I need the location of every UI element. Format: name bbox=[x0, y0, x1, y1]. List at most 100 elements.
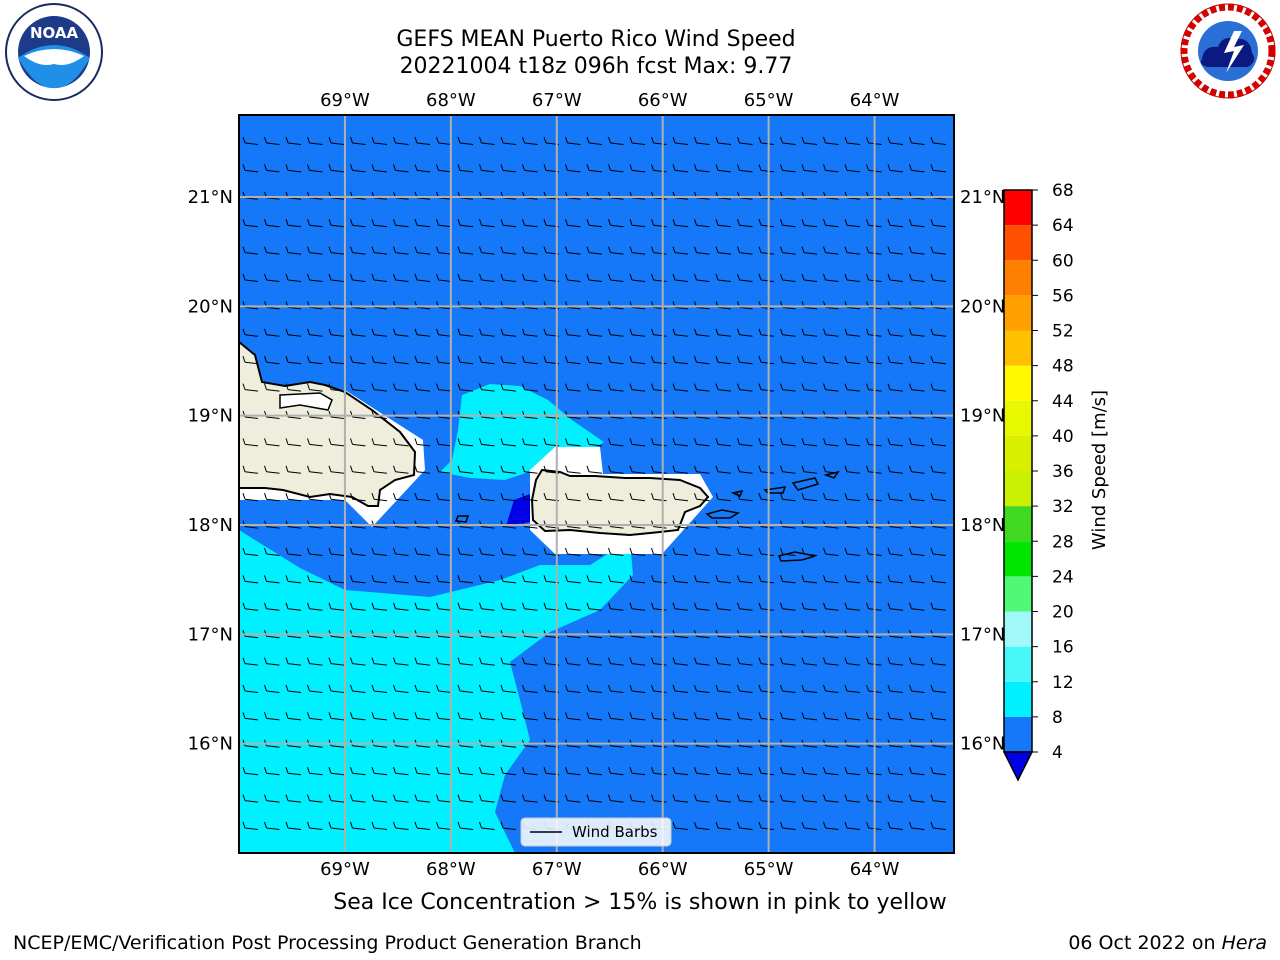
wind-barb bbox=[780, 438, 796, 447]
wind-barb bbox=[801, 547, 818, 556]
wind-barb bbox=[887, 657, 904, 666]
wind-barb bbox=[264, 821, 280, 830]
wind-barb bbox=[350, 794, 366, 803]
lat-label-right: 17°N bbox=[960, 624, 1005, 645]
wind-barb bbox=[844, 684, 861, 693]
wind-barb bbox=[285, 383, 302, 392]
wind-barb bbox=[672, 164, 689, 173]
wind-barb bbox=[629, 383, 646, 392]
wind-barb bbox=[414, 684, 431, 693]
wind-barb bbox=[715, 547, 732, 556]
lon-label-bottom: 67°W bbox=[532, 859, 582, 880]
wind-barb bbox=[758, 383, 775, 392]
colorbar-tick-label: 64 bbox=[1052, 216, 1074, 236]
wind-barb bbox=[242, 767, 259, 776]
wind-barb bbox=[715, 328, 732, 337]
wind-barb bbox=[586, 465, 603, 474]
wind-barb bbox=[414, 383, 431, 392]
wind-barb bbox=[672, 356, 689, 365]
wind-barb bbox=[479, 356, 495, 365]
wind-barb bbox=[328, 438, 345, 447]
wind-barb bbox=[801, 136, 818, 145]
wind-barb bbox=[479, 273, 495, 282]
wind-barb bbox=[457, 493, 474, 502]
wind-barb bbox=[737, 219, 753, 228]
wind-barb bbox=[457, 356, 474, 365]
lat-label-right: 16°N bbox=[960, 734, 1005, 755]
wind-barb bbox=[586, 493, 603, 502]
wind-barb bbox=[780, 657, 796, 666]
wind-barb bbox=[930, 164, 947, 173]
wind-barb bbox=[823, 712, 839, 721]
wind-barb bbox=[651, 575, 667, 584]
wind-barb bbox=[350, 164, 366, 173]
colorbar-band bbox=[1004, 365, 1032, 401]
credit-date: 06 Oct 2022 on Hera bbox=[1068, 932, 1267, 954]
wind-barb bbox=[672, 821, 689, 830]
wind-barb bbox=[909, 328, 925, 337]
wind-barb bbox=[758, 657, 775, 666]
wind-barb bbox=[823, 164, 839, 173]
wind-barb bbox=[414, 273, 431, 282]
wind-barb bbox=[436, 575, 452, 584]
wind-barb bbox=[414, 767, 431, 776]
wind-barb bbox=[436, 712, 452, 721]
wind-barb bbox=[522, 356, 538, 365]
wind-barb bbox=[436, 821, 452, 830]
colorbar-tick-label: 52 bbox=[1052, 322, 1074, 342]
lat-label-right: 19°N bbox=[960, 406, 1005, 427]
wind-barb bbox=[694, 684, 710, 693]
wind-barb bbox=[909, 438, 925, 447]
wind-barb bbox=[608, 136, 624, 145]
wind-barb bbox=[758, 602, 775, 611]
wind-barb bbox=[371, 273, 388, 282]
wind-barb bbox=[264, 136, 280, 145]
wind-barb bbox=[672, 575, 689, 584]
wind-barb bbox=[565, 356, 581, 365]
wind-barb bbox=[371, 246, 388, 255]
wind-barb bbox=[651, 602, 667, 611]
lat-label-left: 16°N bbox=[188, 734, 233, 755]
wind-barb bbox=[887, 219, 904, 228]
wind-barb bbox=[285, 219, 302, 228]
wind-barb bbox=[307, 438, 323, 447]
map-frame bbox=[238, 114, 955, 854]
wind-barb bbox=[930, 712, 947, 721]
wind-barb bbox=[758, 328, 775, 337]
wind-barb bbox=[328, 383, 345, 392]
wind-barb bbox=[651, 657, 667, 666]
wind-barb bbox=[393, 465, 409, 474]
wind-barb bbox=[715, 493, 732, 502]
wind-barb bbox=[586, 356, 603, 365]
colorbar-band bbox=[1004, 225, 1032, 261]
wind-barb bbox=[672, 794, 689, 803]
wind-barb bbox=[694, 356, 710, 365]
wind-barb bbox=[307, 219, 323, 228]
wind-barb bbox=[328, 712, 345, 721]
wind-barb bbox=[780, 273, 796, 282]
wind-barb bbox=[307, 465, 323, 474]
wind-barb bbox=[651, 547, 667, 556]
wind-barb bbox=[371, 575, 388, 584]
wind-barb bbox=[479, 767, 495, 776]
wind-barb bbox=[715, 246, 732, 255]
wind-barb bbox=[522, 684, 538, 693]
wind-barb bbox=[586, 246, 603, 255]
wind-barb bbox=[565, 657, 581, 666]
wind-barb bbox=[522, 383, 538, 392]
wind-barb bbox=[930, 794, 947, 803]
noaa-logo-icon: NOAA bbox=[5, 3, 103, 101]
wind-barb bbox=[350, 493, 366, 502]
wind-barb bbox=[715, 136, 732, 145]
wind-barb bbox=[350, 821, 366, 830]
wind-barb bbox=[909, 794, 925, 803]
wind-barb bbox=[629, 465, 646, 474]
wind-barb bbox=[909, 657, 925, 666]
wind-barb bbox=[350, 602, 366, 611]
axis-labels: 69°W 69°W 68°W 68°W 67°W 67°W 66°W 66°W 65°W 65°W… bbox=[188, 90, 1006, 880]
wind-barb bbox=[844, 136, 861, 145]
lat-label-right: 20°N bbox=[960, 296, 1005, 317]
wind-barb bbox=[350, 356, 366, 365]
wind-barb bbox=[608, 493, 624, 502]
wind-barb bbox=[479, 821, 495, 830]
